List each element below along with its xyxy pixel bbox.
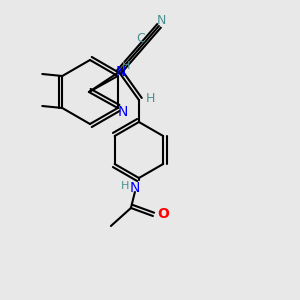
Text: O: O (157, 207, 169, 221)
Text: N: N (118, 105, 128, 119)
Text: H: H (146, 92, 156, 104)
Text: N: N (130, 181, 140, 195)
Text: H: H (122, 61, 130, 71)
Text: C: C (136, 32, 145, 46)
Text: N: N (116, 65, 126, 79)
Text: H: H (121, 181, 129, 191)
Text: N: N (157, 14, 167, 28)
